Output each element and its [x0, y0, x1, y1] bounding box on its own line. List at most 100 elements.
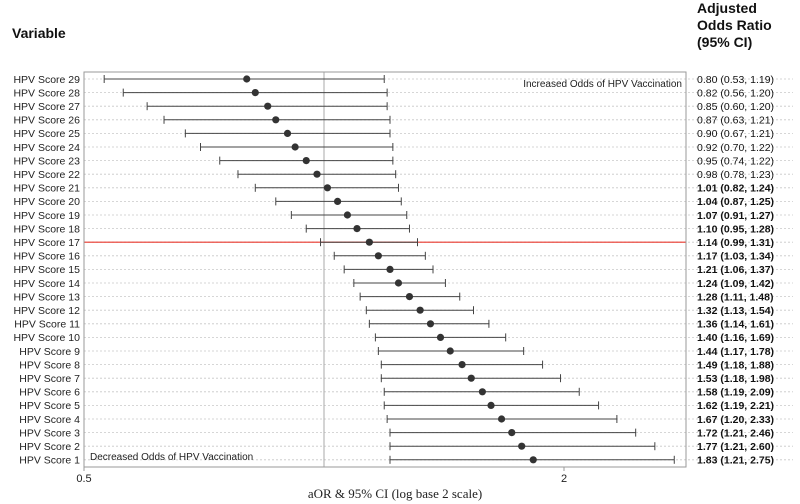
- point-estimate: [291, 143, 299, 151]
- row-label: HPV Score 9: [19, 346, 80, 358]
- point-estimate: [374, 252, 382, 260]
- point-estimate: [333, 197, 342, 205]
- point-estimate: [436, 333, 445, 341]
- row-value: 1.62 (1.19, 2.21): [697, 400, 774, 412]
- plot-frame: [83, 71, 687, 468]
- row-value: 1.07 (0.91, 1.27): [697, 210, 774, 222]
- row-value: 0.87 (0.63, 1.21): [697, 115, 774, 127]
- row-value: 1.17 (1.03, 1.34): [697, 251, 774, 263]
- row-value: 1.58 (1.19, 2.09): [697, 387, 774, 399]
- row-value: 1.67 (1.20, 2.33): [697, 414, 774, 426]
- annotation-increased-odds: Increased Odds of HPV Vaccination: [523, 79, 682, 90]
- point-estimate: [497, 415, 506, 423]
- row-value: 0.82 (0.56, 1.20): [697, 87, 774, 99]
- row-label: HPV Score 27: [13, 101, 80, 113]
- variable-column-header: Variable: [12, 25, 66, 41]
- row-value: 1.24 (1.09, 1.42): [697, 278, 774, 290]
- point-estimate: [467, 374, 475, 382]
- row-value: 0.95 (0.74, 1.22): [697, 155, 774, 167]
- point-estimate: [264, 102, 272, 110]
- x-tick-label: 2: [561, 473, 567, 485]
- row-label: HPV Score 26: [13, 115, 80, 127]
- row-label: HPV Score 11: [14, 319, 80, 331]
- row-value: 0.80 (0.53, 1.19): [697, 74, 774, 86]
- row-label: HPV Score 28: [13, 87, 80, 99]
- row-label: HPV Score 21: [13, 183, 80, 195]
- point-estimate: [416, 306, 424, 314]
- row-value: 0.85 (0.60, 1.20): [697, 101, 774, 113]
- row-label: HPV Score 24: [13, 142, 80, 154]
- row-label: HPV Score 16: [13, 251, 80, 263]
- row-label: HPV Score 20: [13, 196, 80, 208]
- point-estimate: [353, 225, 361, 233]
- x-tick-label: 0.5: [76, 473, 91, 485]
- row-label: HPV Score 14: [13, 278, 80, 290]
- row-value: 1.77 (1.21, 2.60): [697, 441, 774, 453]
- point-estimate: [386, 265, 394, 273]
- row-label: HPV Score 25: [13, 128, 80, 140]
- point-estimate: [343, 211, 352, 219]
- row-value: 1.01 (0.82, 1.24): [697, 183, 774, 195]
- point-estimate: [251, 89, 259, 97]
- row-value: 1.36 (1.14, 1.61): [697, 319, 774, 331]
- row-value: 1.40 (1.16, 1.69): [697, 332, 774, 344]
- row-label: HPV Score 19: [13, 210, 80, 222]
- row-label: HPV Score 7: [19, 373, 80, 385]
- point-estimate: [272, 116, 280, 124]
- point-estimate: [365, 238, 373, 246]
- point-estimate: [323, 184, 332, 192]
- row-value: 1.10 (0.95, 1.28): [697, 223, 774, 235]
- row-label: HPV Score 23: [13, 155, 80, 167]
- aor-column-header: Adjusted Odds Ratio (95% CI): [697, 0, 772, 50]
- row-label: HPV Score 2: [19, 441, 80, 453]
- row-label: HPV Score 22: [13, 169, 80, 181]
- point-estimate: [313, 170, 321, 178]
- point-estimate: [478, 388, 486, 396]
- point-estimate: [487, 401, 495, 409]
- row-value: 1.53 (1.18, 1.98): [697, 373, 774, 385]
- point-estimate: [405, 293, 414, 301]
- row-value: 0.98 (0.78, 1.23): [697, 169, 774, 181]
- row-label: HPV Score 29: [13, 74, 80, 86]
- point-estimate: [302, 157, 310, 165]
- point-estimate: [446, 347, 454, 355]
- x-axis-ticks: 0.5 2: [76, 467, 567, 485]
- row-label: HPV Score 1: [19, 455, 80, 467]
- point-estimate: [283, 129, 292, 137]
- row-value: 1.04 (0.87, 1.25): [697, 196, 774, 208]
- row-value: 0.90 (0.67, 1.21): [697, 128, 774, 140]
- row-value: 1.14 (0.99, 1.31): [697, 237, 774, 249]
- row-value: 1.21 (1.06, 1.37): [697, 264, 774, 276]
- row-value: 1.72 (1.21, 2.46): [697, 427, 774, 439]
- point-estimate: [243, 75, 251, 83]
- row-value: 0.92 (0.70, 1.22): [697, 142, 774, 154]
- row-value: 1.32 (1.13, 1.54): [697, 305, 774, 317]
- annotation-decreased-odds: Decreased Odds of HPV Vaccination: [90, 452, 253, 463]
- row-label: HPV Score 3: [19, 427, 80, 439]
- row-label: HPV Score 10: [13, 332, 80, 344]
- point-estimate: [508, 429, 516, 437]
- point-estimate: [394, 279, 403, 287]
- row-value: 1.49 (1.18, 1.88): [697, 359, 774, 371]
- row-label: HPV Score 15: [13, 264, 80, 276]
- point-estimate: [458, 361, 466, 369]
- row-label: HPV Score 4: [19, 414, 80, 426]
- row-label: HPV Score 13: [13, 291, 80, 303]
- row-value: 1.44 (1.17, 1.78): [697, 346, 774, 358]
- row-label: HPV Score 8: [19, 359, 80, 371]
- row-label: HPV Score 12: [13, 305, 80, 317]
- row-values: 0.80 (0.53, 1.19)0.82 (0.56, 1.20) 0.85 (…: [697, 74, 774, 467]
- row-label: HPV Score 18: [13, 223, 80, 235]
- row-label: HPV Score 6: [19, 387, 80, 399]
- row-label: HPV Score 5: [19, 400, 80, 412]
- row-value: 1.28 (1.11, 1.48): [697, 291, 773, 303]
- x-axis-label: aOR & 95% CI (log base 2 scale): [308, 486, 482, 501]
- point-estimates: [243, 75, 537, 464]
- point-estimate: [426, 320, 435, 328]
- row-value: 1.83 (1.21, 2.75): [697, 455, 774, 467]
- row-gridlines: [84, 78, 793, 461]
- row-label: HPV Score 17: [13, 237, 80, 249]
- point-estimate: [518, 442, 526, 450]
